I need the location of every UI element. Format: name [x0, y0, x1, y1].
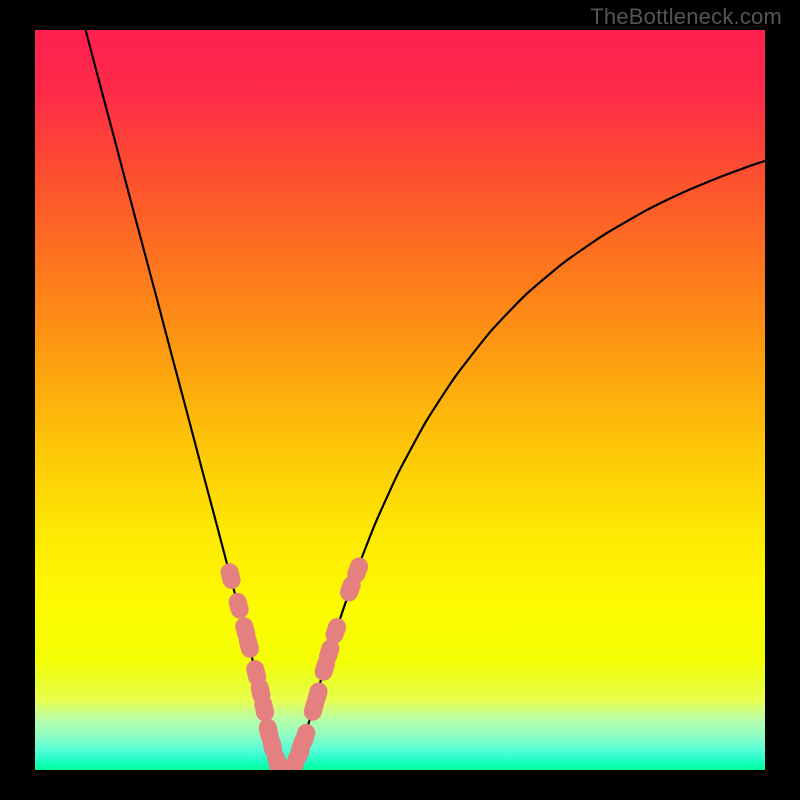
bottleneck-plot [0, 0, 800, 800]
chart-container: { "watermark": { "text": "TheBottleneck.… [0, 0, 800, 800]
plot-background [35, 30, 765, 770]
